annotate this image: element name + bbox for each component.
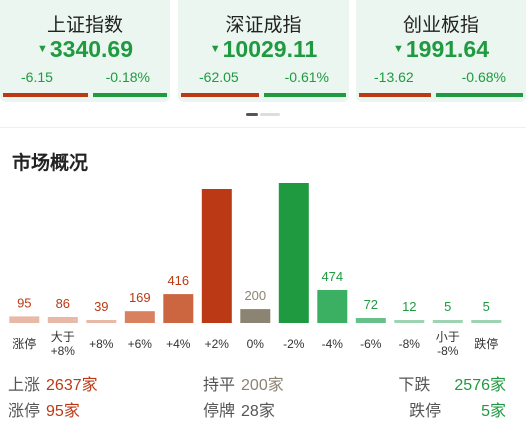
stat-suspend-label: 停牌 (203, 403, 236, 420)
breadth-up (263, 93, 346, 97)
distribution-chart: 95涨停86大于+8%39+8%169+6%416+4%1927+2%2000%… (9, 180, 502, 358)
stat-fall-value: 2576家 (454, 377, 506, 394)
index-breadth-bar (181, 93, 346, 97)
bar-10 (394, 320, 425, 323)
index-value-text: 1991.64 (405, 36, 490, 62)
bar-2 (86, 320, 117, 323)
stat-flat-value: 200家 (241, 377, 284, 394)
bar-value-label-1: 86 (56, 296, 70, 311)
index-name: 深证成指 (225, 15, 302, 36)
category-label-8: -4% (322, 337, 344, 351)
category-label-2: +8% (89, 337, 114, 351)
bar-9 (355, 318, 386, 323)
bar-8 (317, 290, 348, 323)
index-breadth-bar (359, 93, 523, 97)
stat-limit-up-value: 95家 (46, 403, 80, 420)
bar-5 (201, 189, 232, 323)
bar-value-label-3: 169 (129, 290, 151, 305)
bar-6 (240, 309, 271, 323)
category-label-5: +2% (205, 337, 230, 351)
breadth-down (181, 93, 259, 97)
bar-value-label-12: 5 (483, 299, 490, 314)
index-change-pct: -0.68% (461, 69, 506, 85)
index-change: -62.05 (199, 69, 239, 85)
index-name: 上证指数 (46, 15, 123, 36)
stat-limit-up: 涨停 95家 (8, 397, 80, 421)
index-value: ▼10029.11 (178, 36, 349, 63)
category-label-9: -6% (360, 337, 382, 351)
stat-limit-down: 跌停 5家 (409, 397, 506, 421)
divider (0, 127, 526, 128)
section-title: 市场概况 (12, 153, 89, 174)
category-label-4: +4% (166, 337, 191, 351)
bar-7 (278, 183, 309, 323)
category-label-1-0: 大于 (51, 330, 75, 344)
stat-fall-label: 下跌 (398, 377, 431, 394)
stat-rise: 上涨 2637家 (8, 371, 98, 395)
category-label-10: -8% (399, 337, 421, 351)
breadth-up (93, 93, 167, 97)
index-change-pct: -0.18% (105, 69, 150, 85)
breadth-down (3, 93, 89, 97)
bar-0 (9, 316, 40, 323)
index-card[interactable]: 上证指数 ▼3340.69 -6.15 -0.18% (0, 0, 170, 102)
down-arrow-icon: ▼ (209, 43, 221, 55)
stat-suspend-value: 28家 (241, 403, 275, 420)
index-cards: 上证指数 ▼3340.69 -6.15 -0.18% 深证成指 ▼10029.1… (0, 0, 526, 104)
index-card[interactable]: 深证成指 ▼10029.11 -62.05 -0.61% (178, 0, 349, 102)
bar-value-label-0: 95 (17, 295, 31, 310)
bar-value-label-9: 72 (364, 297, 378, 312)
stat-limit-down-value: 5家 (481, 403, 506, 420)
index-change: -13.62 (374, 69, 414, 85)
bar-value-label-11: 5 (444, 299, 451, 314)
stat-limit-down-label: 跌停 (409, 403, 442, 420)
index-change: -6.15 (21, 69, 53, 85)
stat-flat-label: 持平 (203, 377, 236, 394)
bar-1 (47, 317, 78, 323)
bar-value-label-2: 39 (94, 299, 108, 314)
down-arrow-icon: ▼ (36, 43, 48, 55)
stat-limit-up-label: 涨停 (8, 403, 41, 420)
pager-dot[interactable] (260, 113, 280, 116)
stat-fall: 下跌 2576家 (398, 371, 506, 395)
breadth-down (359, 93, 432, 97)
index-change-pct: -0.61% (284, 69, 329, 85)
index-name: 创业板指 (402, 15, 479, 36)
bar-12 (471, 320, 502, 323)
stat-flat: 持平 200家 (203, 371, 284, 395)
category-label-12: 跌停 (474, 336, 498, 351)
breadth-up (436, 93, 523, 97)
bar-value-label-6: 200 (244, 288, 266, 303)
pager-dot-active[interactable] (246, 113, 258, 116)
category-label-11-1: -8% (437, 344, 459, 358)
bar-11 (432, 320, 463, 323)
bar-4 (163, 294, 194, 323)
bar-value-label-5: 1927 (202, 180, 231, 183)
index-value: ▼1991.64 (356, 36, 526, 63)
category-label-1-1: +8% (51, 344, 76, 358)
category-label-6: 0% (247, 337, 265, 351)
index-value-text: 3340.69 (49, 36, 134, 62)
category-label-11-0: 小于 (436, 330, 460, 344)
stat-rise-value: 2637家 (46, 377, 98, 394)
down-arrow-icon: ▼ (392, 43, 404, 55)
index-value: ▼3340.69 (0, 36, 170, 63)
category-label-7: -2% (283, 337, 305, 351)
bar-value-label-8: 474 (321, 269, 343, 284)
category-label-3: +6% (128, 337, 153, 351)
bar-value-label-10: 12 (402, 299, 416, 314)
category-label-0: 涨停 (12, 336, 36, 351)
index-value-text: 10029.11 (222, 36, 318, 62)
bar-value-label-4: 416 (167, 273, 189, 288)
index-breadth-bar (3, 93, 167, 97)
index-card[interactable]: 创业板指 ▼1991.64 -13.62 -0.68% (356, 0, 526, 102)
stat-suspend: 停牌 28家 (203, 397, 275, 421)
bar-3 (124, 311, 155, 323)
stat-rise-label: 上涨 (8, 377, 41, 394)
